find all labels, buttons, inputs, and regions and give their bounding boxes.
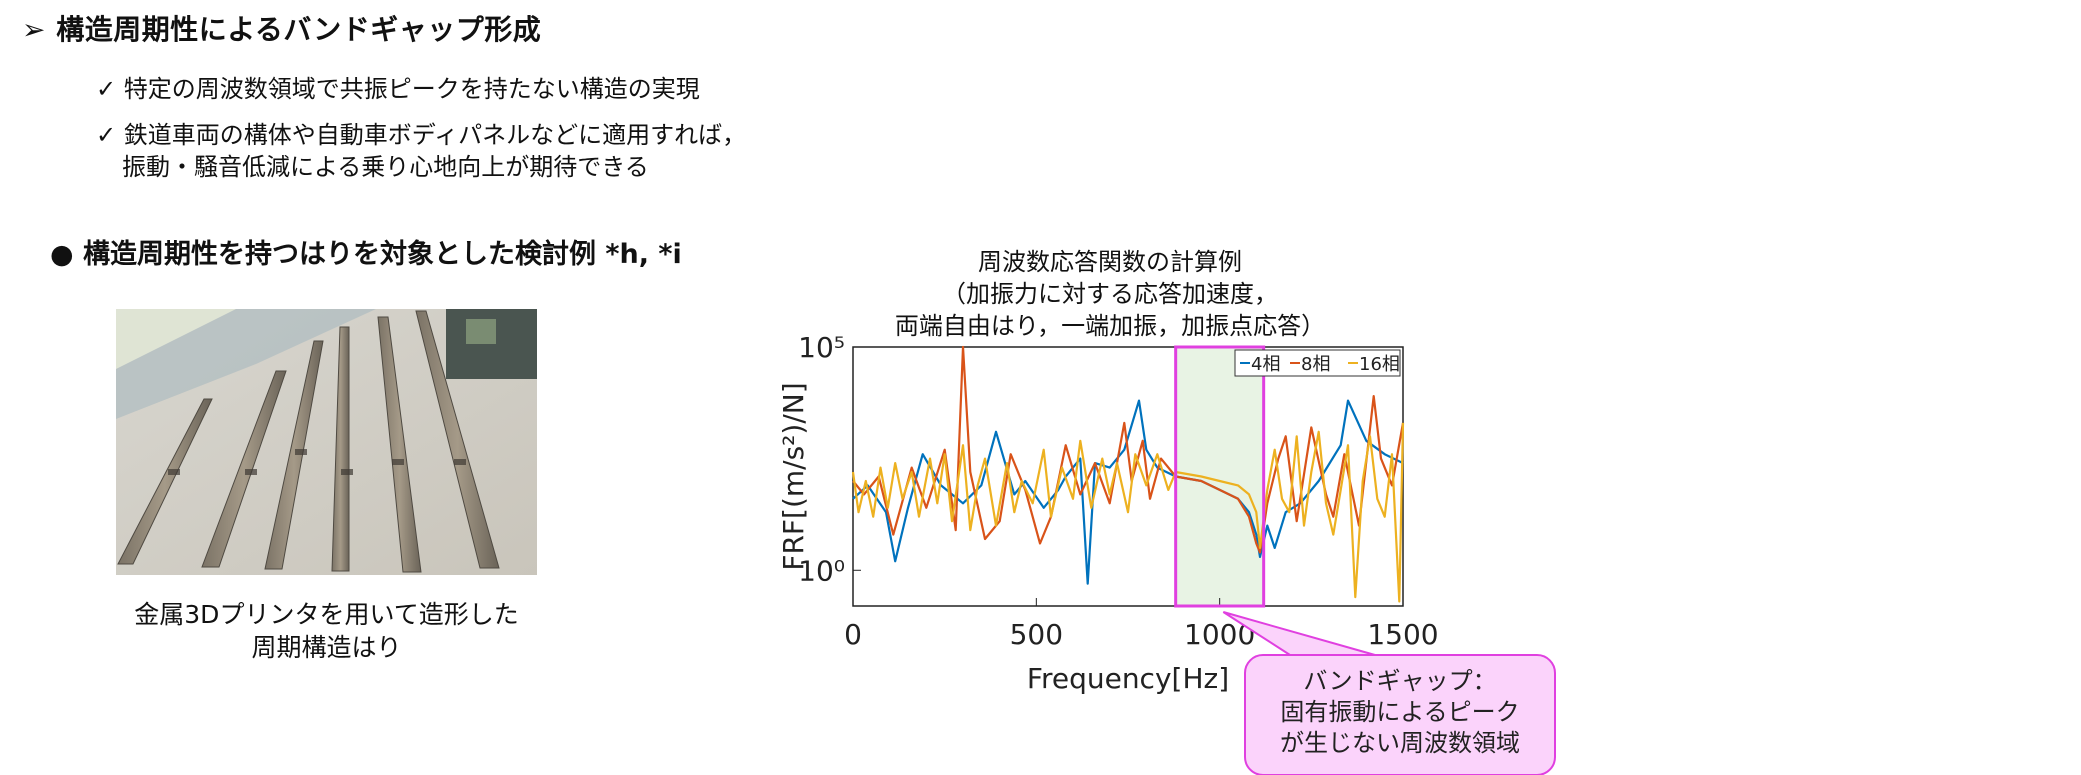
photo-caption-line-1: 金属3Dプリンタを用いて造形した [134, 600, 519, 629]
y-tick-label: 10⁰ [798, 554, 845, 587]
check-icon: ✓ [96, 121, 117, 149]
chart-title-line-2: （加振力に対する応答加速度， [942, 280, 1278, 308]
legend-box [1234, 349, 1401, 377]
section-heading-text: 構造周期性によるバンドギャップ形成 [56, 13, 542, 46]
x-tick-label: 0 [844, 618, 862, 651]
callout-text-line: が生じない周波数領域 [1280, 729, 1520, 757]
photo-caption-line-2: 周期構造はり [251, 633, 402, 662]
series-4-line [852, 399, 1404, 585]
callout-text-line: 固有振動によるピーク [1280, 698, 1519, 726]
legend-label: 8相 [1301, 354, 1330, 375]
bullet-item-2: ✓ 鉄道車両の構体や自動車ボディパネルなどに適用すれば， [96, 118, 746, 152]
x-tick-label: 1500 [1367, 618, 1438, 651]
beams-photo [116, 309, 537, 575]
bullet-text-2-continued: 振動・騒音低減による乗り心地向上が期待できる [122, 153, 649, 181]
callout-text-line: バンドギャップ： [1303, 667, 1496, 695]
chart-title-line-3: 両端自由はり，一端加振，加振点応答） [894, 312, 1326, 340]
section-heading: ➢ 構造周期性によるバンドギャップ形成 [22, 8, 541, 48]
photo-caption: 金属3Dプリンタを用いて造形した 周期構造はり [116, 598, 537, 664]
x-tick-label: 500 [1010, 618, 1063, 651]
band-gap-highlight [1174, 345, 1266, 608]
legend-label: 16相 [1359, 354, 1400, 375]
check-icon: ✓ [96, 75, 117, 103]
chart-title-line-1: 周波数応答関数の計算例 [978, 248, 1242, 276]
y-axis-label: FRF[(m/s²)/N] [777, 382, 810, 570]
series-16-line [851, 422, 1405, 603]
y-tick-label: 10⁵ [798, 331, 845, 364]
callout-box [1244, 654, 1556, 775]
triangle-bullet-icon: ➢ [22, 13, 57, 46]
bullet-item-1: ✓ 特定の周波数領域で共振ピークを持たない構造の実現 [96, 72, 700, 106]
bullet-text-1: 特定の周波数領域で共振ピークを持たない構造の実現 [123, 75, 700, 103]
bullet-text-2: 鉄道車両の構体や自動車ボディパネルなどに適用すれば， [123, 121, 747, 149]
chart-title: 周波数応答関数の計算例 （加振力に対する応答加速度， 両端自由はり，一端加振，加… [820, 246, 1400, 342]
series-8-line [852, 345, 1405, 554]
example-subheading: ● 構造周期性を持つはりを対象とした検討例 *h, *i [50, 239, 682, 270]
band-gap-region [1175, 347, 1264, 606]
legend-label: 4相 [1251, 354, 1280, 375]
x-axis-label: Frequency[Hz] [1027, 662, 1229, 695]
